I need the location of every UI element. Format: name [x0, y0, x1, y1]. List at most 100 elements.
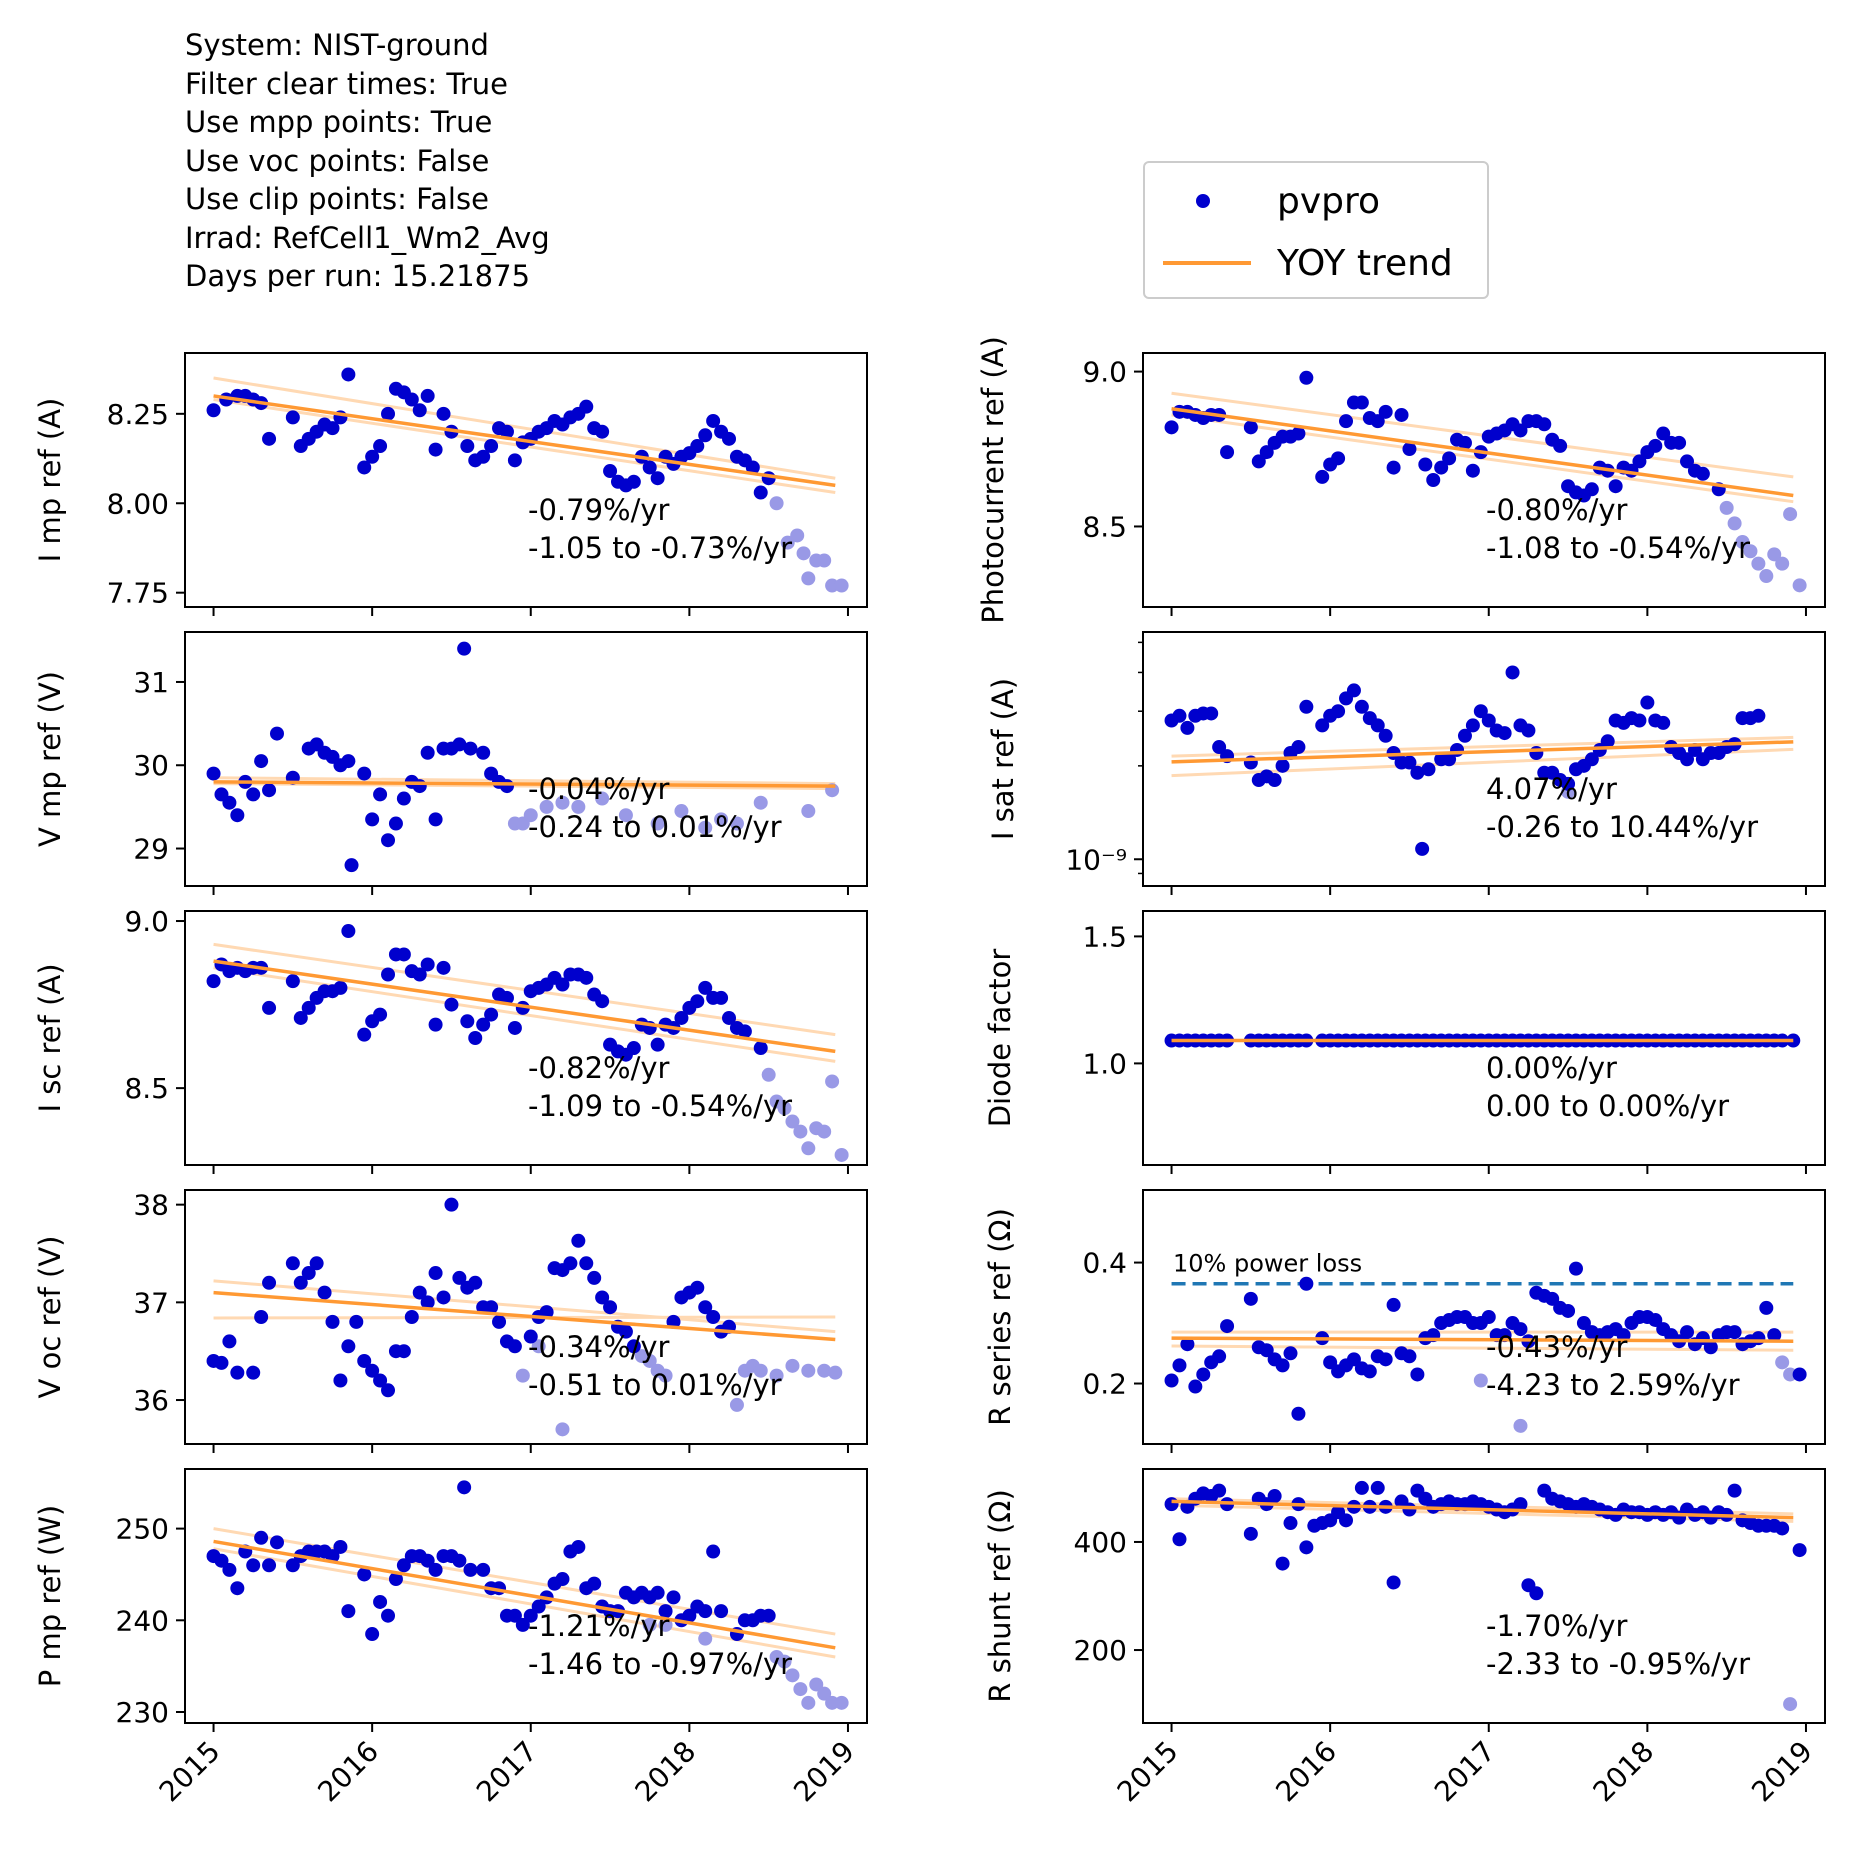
ytick-label-nnsvth: 1.0 [1082, 1047, 1127, 1080]
point-faded [658, 1617, 673, 1632]
info-line-irrad: Irrad: RefCell1_Wm2_Avg [185, 220, 550, 255]
panel-voc: -0.34%/yr -0.51 to 0.01%/yr 36 37 38 V oc ref… [33, 1189, 868, 1453]
point [507, 1020, 522, 1035]
point-faded [515, 1368, 530, 1383]
point-faded [674, 804, 689, 819]
axes-frame-voc [184, 1189, 868, 1445]
point [484, 1007, 499, 1022]
ytick-label-voc: 37 [133, 1286, 169, 1319]
point [531, 1599, 546, 1614]
trend-line-vmp [213, 780, 836, 788]
point-faded [793, 1124, 808, 1139]
point [357, 460, 372, 475]
point [396, 1344, 411, 1359]
point [452, 1553, 467, 1568]
info-line-days: Days per run: 15.21875 [185, 259, 531, 293]
point-faded [785, 1114, 800, 1129]
point [499, 779, 514, 794]
point [214, 1355, 229, 1370]
point [349, 1314, 364, 1329]
point [1172, 1532, 1187, 1547]
point [1450, 742, 1465, 757]
point [1680, 454, 1695, 469]
point [333, 980, 348, 995]
point [222, 795, 237, 810]
point [436, 1290, 451, 1305]
point [365, 1363, 380, 1378]
point [1608, 479, 1623, 494]
plot-area-iph [1164, 370, 1807, 593]
point [1584, 482, 1599, 497]
point [706, 1310, 721, 1324]
point [269, 726, 284, 741]
point-faded [793, 1682, 808, 1697]
axes-frame-isat [1142, 631, 1826, 887]
point-faded [1767, 547, 1782, 562]
xtick-label: 2018 [1587, 1735, 1661, 1809]
point [463, 741, 478, 756]
point-faded [801, 1141, 816, 1156]
point [595, 1290, 610, 1305]
point-faded [571, 799, 586, 814]
point [1402, 442, 1417, 457]
point [492, 1314, 507, 1329]
point [404, 1310, 419, 1324]
point-faded [753, 1363, 768, 1378]
point [1553, 438, 1568, 453]
point [412, 1285, 427, 1300]
point [761, 1608, 776, 1623]
point-faded [1792, 578, 1807, 593]
point [1632, 713, 1647, 728]
point [1323, 1355, 1338, 1370]
point [1410, 765, 1425, 780]
plot-area-rs [1164, 1261, 1807, 1433]
point [1346, 683, 1361, 698]
point-faded [729, 1397, 744, 1412]
point [603, 1300, 618, 1315]
trend-line-iph [1171, 407, 1794, 498]
point [1339, 414, 1354, 429]
point [341, 754, 356, 769]
trend-annotation-rs-1: -4.23 to 2.59%/yr [1486, 1368, 1740, 1402]
point [1648, 1313, 1663, 1328]
trend-annotation-rs-0: -0.43%/yr [1486, 1330, 1628, 1364]
point [285, 1558, 300, 1573]
point [1473, 704, 1488, 719]
point [1299, 699, 1314, 714]
point [428, 1266, 443, 1281]
point [1792, 1543, 1807, 1558]
point [1648, 438, 1663, 453]
point-faded [785, 1358, 800, 1373]
point [1386, 460, 1401, 475]
point [468, 1031, 483, 1045]
axes-frame-rsh [1142, 1468, 1826, 1724]
point [428, 1017, 443, 1032]
point [626, 1041, 641, 1056]
trend-annotation-isat-1: -0.26 to 10.44%/yr [1486, 810, 1758, 844]
point [262, 1000, 277, 1015]
point [1402, 1349, 1417, 1364]
trend-annotation-imp-1: -1.05 to -0.73%/yr [528, 531, 792, 565]
point [420, 1553, 435, 1568]
point [1315, 469, 1330, 484]
point-faded [780, 535, 795, 550]
point [1370, 414, 1385, 429]
point [230, 808, 245, 823]
point [753, 1041, 768, 1056]
point [1695, 466, 1710, 481]
point-faded [642, 1617, 657, 1632]
point [436, 406, 451, 421]
panel-isc: -0.82%/yr -1.09 to -0.54%/yr 8.5 9.0 I sc re… [33, 905, 868, 1174]
point [1600, 734, 1615, 749]
trend-annotation-rsh-1: -2.33 to -0.95%/yr [1486, 1647, 1750, 1681]
point [1568, 1261, 1583, 1276]
point [457, 1480, 472, 1495]
point [222, 1562, 237, 1577]
point [698, 428, 713, 443]
point [333, 1373, 348, 1388]
point [412, 779, 427, 794]
point [714, 990, 729, 1005]
trend-annotation-iph-0: -0.80%/yr [1486, 493, 1628, 527]
point [1243, 1526, 1258, 1541]
ytick-label-nnsvth: 1.5 [1082, 920, 1127, 953]
